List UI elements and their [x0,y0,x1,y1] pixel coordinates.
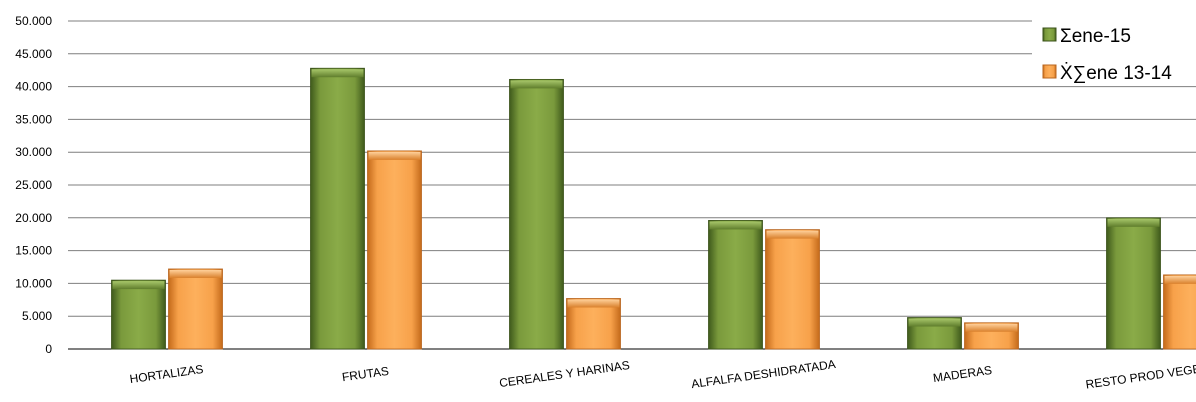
y-axis: 0 5.000 10.000 15.000 20.000 25.000 30.000 35.0… [15,14,52,356]
bar-cap [368,151,421,160]
legend-label: Ẋ∑ene 13-14 [1060,63,1172,84]
bar-cap [567,299,620,308]
y-tick-label: 10.000 [15,276,52,290]
bar-cap [510,80,563,89]
bar-cap [1164,275,1196,284]
x-axis-labels: HORTALIZAS FRUTAS CEREALES Y HARINAS ALFALF… [129,356,1196,391]
bar-series2 [367,150,422,350]
bar-series1 [111,279,166,350]
y-tick-label: 5.000 [22,309,52,323]
y-tick-label: 30.000 [15,145,52,159]
bar-series1 [708,220,763,350]
legend-swatch [1042,64,1057,79]
bar-series1 [310,67,365,350]
y-tick-label: 15.000 [15,244,52,258]
x-tick-label: HORTALIZAS [129,362,204,386]
bar-cap [709,221,762,230]
x-tick-label: RESTO PROD VEGETALES [1085,356,1196,391]
bar-cap [965,323,1018,332]
y-tick-label: 25.000 [15,178,52,192]
y-tick-label: 45.000 [15,47,52,61]
y-tick-label: 50.000 [15,14,52,28]
legend-label: Σene-15 [1060,26,1131,47]
y-tick-label: 0 [45,342,52,356]
legend-swatch [1042,27,1057,42]
x-tick-label: MADERAS [932,363,993,385]
y-tick-label: 40.000 [15,80,52,94]
bar-cap [766,230,819,239]
legend: Σene-15 Ẋ∑ene 13-14 [1032,20,1196,86]
bar-cap [311,69,364,78]
bar-cap [112,281,165,290]
y-tick-label: 35.000 [15,112,52,126]
gridlines [68,20,1196,350]
bar-series2 [168,268,223,350]
bar-cap [169,269,222,278]
bar-cap [908,318,961,327]
x-tick-label: ALFALFA DESHIDRATADA [690,357,836,391]
x-tick-label: FRUTAS [341,364,390,384]
legend-background [1032,20,1196,86]
bar-series1 [1106,217,1161,350]
bar-series2 [765,229,820,350]
bars [111,67,1196,350]
y-tick-label: 20.000 [15,211,52,225]
bar-series1 [509,78,564,350]
bar-cap [1107,218,1160,227]
x-tick-label: CEREALES Y HARINAS [498,358,630,390]
bar-series2 [1163,274,1196,350]
